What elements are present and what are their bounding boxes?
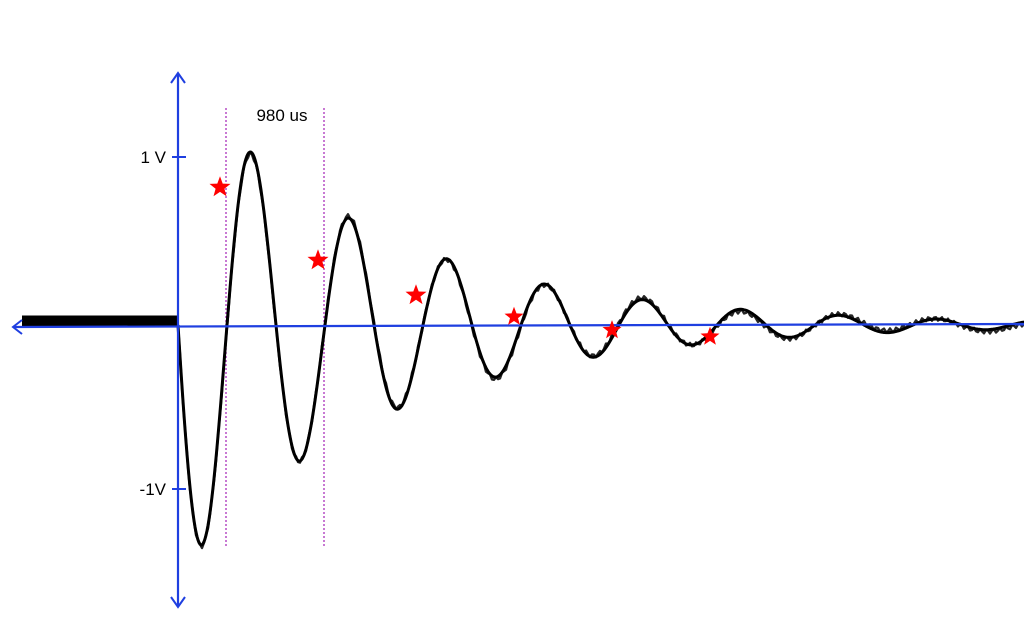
y-axis-arrow-up xyxy=(170,71,186,84)
peak-star-0 xyxy=(209,176,231,197)
peak-star-5 xyxy=(700,326,720,345)
peak-star-markers xyxy=(209,176,720,345)
y-tick-label-1v: 1 V xyxy=(140,148,166,167)
peak-star-2 xyxy=(405,284,427,305)
x-axis-arrow-left xyxy=(11,319,23,335)
y-tick-label-neg-1v: -1V xyxy=(140,480,167,499)
signal-trace xyxy=(176,150,1024,547)
signal-noise-trace xyxy=(176,151,1024,550)
y-axis-arrow-down xyxy=(170,596,186,609)
peak-star-1 xyxy=(307,249,329,270)
labels: 1 V -1V 980 us xyxy=(140,106,308,499)
period-annotation-label: 980 us xyxy=(256,106,307,125)
signal-trace-group xyxy=(22,150,1024,550)
axes xyxy=(11,71,1024,609)
peak-star-3 xyxy=(504,306,524,325)
peak-star-4 xyxy=(602,320,622,339)
x-axis-line xyxy=(13,322,1024,329)
